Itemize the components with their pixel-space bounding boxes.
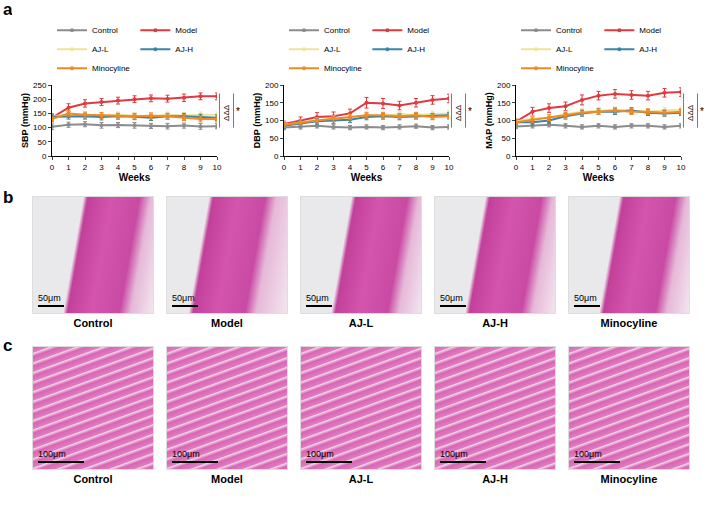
html-text:50μm: 50μm [440, 293, 463, 303]
svg-text:Model: Model [175, 26, 197, 35]
svg-text:0: 0 [282, 163, 287, 172]
svg-text:Minocyline: Minocyline [556, 64, 594, 73]
html-text:Model: Model [211, 317, 243, 329]
html-text:100μm: 100μm [440, 449, 468, 459]
svg-text:AJ-H: AJ-H [175, 45, 193, 54]
svg-text:ΔΔΔ: ΔΔΔ [222, 104, 231, 121]
svg-text:AJ-H: AJ-H [639, 45, 657, 54]
svg-text:2: 2 [315, 163, 320, 172]
html-text:50μm: 50μm [38, 293, 61, 303]
svg-text:2: 2 [547, 163, 552, 172]
html-text:c: c [3, 336, 13, 355]
svg-text:50: 50 [269, 134, 278, 143]
svg-text:ΔΔΔ: ΔΔΔ [454, 104, 463, 121]
html-text:100μm: 100μm [172, 449, 200, 459]
svg-text:AJ-L: AJ-L [556, 45, 573, 54]
svg-text:0: 0 [506, 152, 511, 161]
svg-text:0: 0 [42, 152, 47, 161]
svg-text:3: 3 [99, 163, 104, 172]
svg-text:250: 250 [33, 81, 47, 90]
html-text:b: b [3, 188, 14, 207]
svg-text:Minocyline: Minocyline [324, 64, 362, 73]
svg-text:Control: Control [324, 26, 350, 35]
html-text:50μm: 50μm [574, 293, 597, 303]
svg-text:10: 10 [445, 163, 454, 172]
html-text:AJ-L: AJ-L [348, 473, 374, 485]
svg-text:4: 4 [348, 163, 353, 172]
svg-text:1: 1 [530, 163, 535, 172]
svg-text:4: 4 [580, 163, 585, 172]
svg-text:Weeks: Weeks [351, 172, 383, 183]
svg-text:Minocyline: Minocyline [92, 64, 130, 73]
svg-text:50: 50 [37, 138, 46, 147]
svg-text:3: 3 [331, 163, 336, 172]
html-text:50μm: 50μm [306, 293, 329, 303]
svg-text:1: 1 [66, 163, 71, 172]
svg-text:Model: Model [639, 26, 661, 35]
html-text:AJ-H: AJ-H [482, 473, 508, 485]
svg-text:9: 9 [662, 163, 667, 172]
svg-text:*: * [700, 106, 704, 117]
svg-text:*: * [236, 106, 240, 117]
svg-text:0: 0 [274, 152, 279, 161]
svg-text:200: 200 [33, 95, 47, 104]
svg-text:7: 7 [629, 163, 634, 172]
html-text:100μm: 100μm [306, 449, 334, 459]
svg-text:150: 150 [33, 109, 47, 118]
svg-text:Control: Control [92, 26, 118, 35]
svg-text:9: 9 [430, 163, 435, 172]
html-text:Minocyline: Minocyline [600, 317, 658, 329]
svg-text:0: 0 [50, 163, 55, 172]
svg-text:5: 5 [364, 163, 369, 172]
svg-text:Weeks: Weeks [583, 172, 615, 183]
svg-text:5: 5 [132, 163, 137, 172]
html-text:Control: Control [73, 317, 113, 329]
html-text:100μm: 100μm [38, 449, 66, 459]
svg-text:1: 1 [298, 163, 303, 172]
html-text:Model: Model [211, 473, 243, 485]
svg-text:ΔΔΔ: ΔΔΔ [686, 104, 695, 121]
svg-text:0: 0 [514, 163, 519, 172]
svg-text:*: * [468, 106, 472, 117]
svg-text:150: 150 [265, 99, 279, 108]
html-text:Control: Control [73, 473, 113, 485]
svg-text:8: 8 [414, 163, 419, 172]
svg-text:MAP (mmHg): MAP (mmHg) [484, 92, 494, 148]
svg-text:8: 8 [182, 163, 187, 172]
svg-text:4: 4 [116, 163, 121, 172]
svg-text:Weeks: Weeks [119, 172, 151, 183]
svg-text:AJ-L: AJ-L [92, 45, 109, 54]
svg-text:9: 9 [198, 163, 203, 172]
svg-text:200: 200 [497, 81, 511, 90]
html-text:AJ-H: AJ-H [482, 317, 508, 329]
svg-text:AJ-H: AJ-H [407, 45, 425, 54]
svg-text:6: 6 [149, 163, 154, 172]
svg-text:7: 7 [397, 163, 402, 172]
svg-text:100: 100 [33, 123, 47, 132]
html-text:100μm: 100μm [574, 449, 602, 459]
html-text:AJ-L: AJ-L [348, 317, 374, 329]
svg-text:SBP (mmHg): SBP (mmHg) [20, 93, 30, 148]
svg-text:AJ-L: AJ-L [324, 45, 341, 54]
html-text:Minocyline: Minocyline [600, 473, 658, 485]
svg-text:10: 10 [677, 163, 686, 172]
svg-text:8: 8 [646, 163, 651, 172]
svg-text:Model: Model [407, 26, 429, 35]
svg-text:100: 100 [265, 116, 279, 125]
svg-text:10: 10 [213, 163, 222, 172]
svg-text:6: 6 [613, 163, 618, 172]
svg-text:7: 7 [165, 163, 170, 172]
svg-text:200: 200 [265, 81, 279, 90]
svg-text:6: 6 [381, 163, 386, 172]
html-text:50μm: 50μm [172, 293, 195, 303]
svg-text:2: 2 [83, 163, 88, 172]
html-text:a: a [3, 0, 13, 19]
svg-text:5: 5 [596, 163, 601, 172]
svg-text:DBP (mmHg): DBP (mmHg) [252, 93, 262, 148]
svg-text:50: 50 [501, 134, 510, 143]
svg-text:Control: Control [556, 26, 582, 35]
svg-text:3: 3 [563, 163, 568, 172]
svg-text:150: 150 [497, 99, 511, 108]
svg-text:100: 100 [497, 116, 511, 125]
